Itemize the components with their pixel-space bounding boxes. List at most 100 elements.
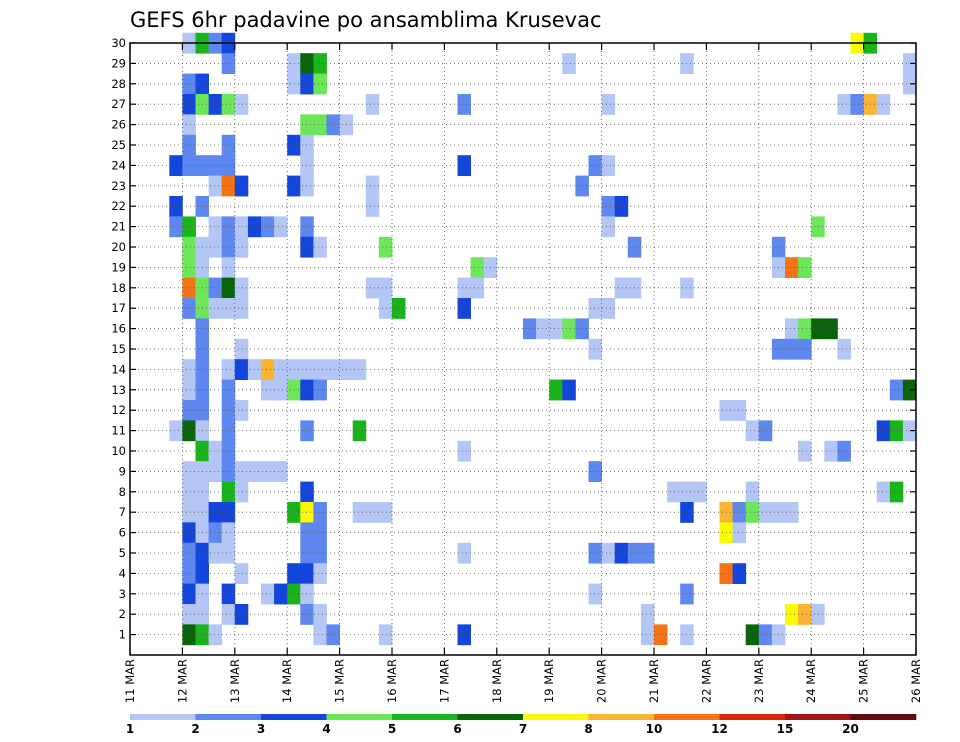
heatmap-cell bbox=[876, 94, 891, 115]
heatmap-cell bbox=[640, 624, 655, 646]
heatmap-cell bbox=[169, 420, 183, 442]
colorbar-label: 2 bbox=[191, 722, 199, 736]
heatmap-cell bbox=[182, 522, 196, 544]
heatmap-cell bbox=[221, 277, 236, 299]
heatmap-cell bbox=[549, 379, 563, 401]
heatmap-cell bbox=[234, 338, 249, 360]
heatmap-cell bbox=[300, 359, 314, 380]
colorbar-label: 6 bbox=[453, 722, 461, 736]
heatmap-cell bbox=[601, 94, 616, 115]
heatmap-cell bbox=[457, 298, 471, 319]
heatmap-cell bbox=[221, 481, 236, 503]
heatmap-cell bbox=[378, 624, 393, 646]
heatmap-cell bbox=[182, 502, 196, 523]
y-tick-label: 2 bbox=[119, 607, 126, 621]
heatmap-cell bbox=[470, 257, 485, 278]
heatmap-cell bbox=[182, 461, 196, 482]
heatmap-cell bbox=[287, 502, 301, 523]
y-tick-label: 23 bbox=[111, 179, 126, 193]
colorbar-label: 20 bbox=[842, 722, 859, 736]
y-tick-label: 27 bbox=[111, 97, 126, 111]
y-tick-label: 4 bbox=[119, 566, 126, 580]
heatmap-cell bbox=[313, 73, 327, 95]
heatmap-cell bbox=[287, 53, 301, 74]
heatmap-cell bbox=[274, 216, 288, 238]
heatmap-cell bbox=[785, 257, 799, 278]
x-tick-label: 23 MAR bbox=[752, 659, 766, 703]
heatmap-cell bbox=[745, 502, 760, 523]
heatmap-cell bbox=[798, 318, 812, 340]
heatmap-cell bbox=[601, 216, 616, 238]
colorbar: 1 2 3 4 5 6 7 8 10 12 15 20 bbox=[126, 714, 917, 736]
y-tick-label: 3 bbox=[119, 587, 126, 601]
heatmap-cell bbox=[208, 522, 223, 544]
heatmap-cell bbox=[208, 236, 223, 258]
y-tick-label: 26 bbox=[111, 118, 126, 132]
heatmap-cell bbox=[261, 216, 275, 238]
heatmap-cell bbox=[326, 359, 340, 380]
x-tick-label: 18 MAR bbox=[490, 659, 504, 703]
heatmap-cell bbox=[313, 114, 327, 136]
y-tick-label: 16 bbox=[111, 322, 126, 336]
heatmap-cell bbox=[169, 216, 183, 238]
heatmap-cell bbox=[798, 338, 812, 360]
y-tick-label: 24 bbox=[111, 158, 126, 172]
y-tick-label: 17 bbox=[111, 301, 126, 315]
heatmap-cell bbox=[365, 502, 380, 523]
heatmap-cell bbox=[300, 53, 314, 74]
heatmap-cell bbox=[234, 277, 249, 299]
heatmap-cell bbox=[234, 94, 249, 115]
colorbar-label: 8 bbox=[584, 722, 592, 736]
heatmap-cell bbox=[221, 216, 236, 238]
heatmap-cell bbox=[182, 114, 196, 136]
heatmap-cell bbox=[785, 318, 799, 340]
colorbar-segment bbox=[719, 714, 786, 720]
heatmap-cell bbox=[785, 338, 799, 360]
colorbar-label: 1 bbox=[126, 722, 134, 736]
heatmap-cell bbox=[234, 359, 249, 380]
heatmap-cell bbox=[902, 379, 917, 401]
colorbar-segment bbox=[392, 714, 458, 720]
heatmap-cell bbox=[549, 318, 563, 340]
heatmap-cell bbox=[640, 542, 655, 564]
y-tick-label: 28 bbox=[111, 77, 126, 91]
heatmap-cell bbox=[221, 502, 236, 523]
heatmap-cell bbox=[457, 155, 471, 176]
heatmap-cell bbox=[457, 440, 471, 462]
colorbar-segment bbox=[326, 714, 393, 720]
heatmap-cell bbox=[562, 53, 576, 74]
heatmap-cell bbox=[182, 298, 196, 319]
colorbar-segment bbox=[523, 714, 589, 720]
heatmap-cell bbox=[313, 522, 327, 544]
heatmap-cell bbox=[876, 420, 891, 442]
x-tick-label: 15 MAR bbox=[333, 659, 347, 703]
x-tick-label: 20 MAR bbox=[595, 659, 609, 703]
y-tick-label: 13 bbox=[111, 383, 126, 397]
heatmap-cell bbox=[182, 604, 196, 625]
heatmap-cell bbox=[208, 155, 223, 176]
heatmap-cell bbox=[811, 604, 825, 625]
heatmap-cell bbox=[182, 236, 196, 258]
heatmap-cell bbox=[889, 420, 904, 442]
colorbar-label: 10 bbox=[646, 722, 663, 736]
y-tick-label: 7 bbox=[119, 505, 126, 519]
y-tick-label: 8 bbox=[119, 485, 126, 499]
x-tick-label: 17 MAR bbox=[437, 659, 451, 703]
heatmap-cell bbox=[287, 359, 301, 380]
heatmap-cell bbox=[221, 359, 236, 380]
colorbar-segment bbox=[588, 714, 655, 720]
heatmap-cell bbox=[182, 379, 196, 401]
colorbar-label: 3 bbox=[257, 722, 265, 736]
heatmap-cell bbox=[837, 338, 851, 360]
heatmap-cell bbox=[221, 236, 236, 258]
heatmap-cell bbox=[234, 236, 249, 258]
heatmap-cell bbox=[182, 155, 196, 176]
heatmap-cell bbox=[208, 216, 223, 238]
heatmap-cell bbox=[221, 379, 236, 401]
heatmap-cell bbox=[182, 542, 196, 564]
heatmap-cell bbox=[470, 277, 485, 299]
heatmap-cell bbox=[221, 257, 236, 278]
heatmap-cell bbox=[221, 604, 236, 625]
heatmap-cell bbox=[313, 624, 327, 646]
heatmap-cell bbox=[182, 257, 196, 278]
